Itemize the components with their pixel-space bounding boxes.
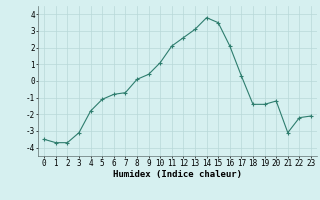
X-axis label: Humidex (Indice chaleur): Humidex (Indice chaleur): [113, 170, 242, 179]
